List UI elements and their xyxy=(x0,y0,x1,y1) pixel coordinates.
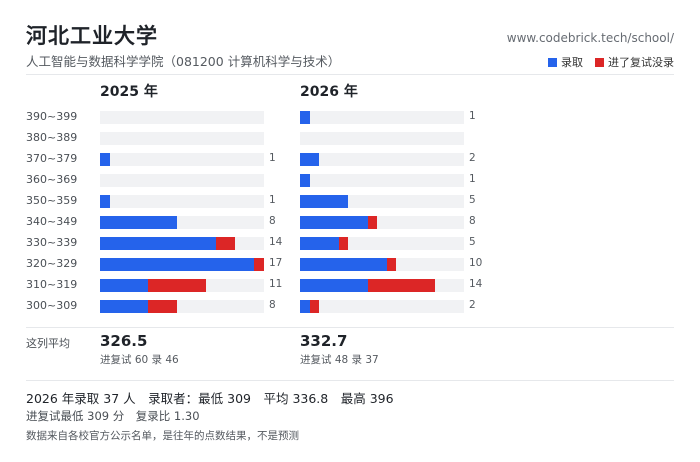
not-admitted-bar[interactable] xyxy=(367,279,436,292)
bar-total-label: 8 xyxy=(469,215,476,227)
average-2025-value: 326.5 xyxy=(100,332,148,350)
bar-track xyxy=(100,132,264,145)
bar-track xyxy=(300,111,464,124)
score-range-label: 340~349 xyxy=(26,215,78,228)
not-admitted-bar[interactable] xyxy=(215,237,236,250)
bar-total-label: 2 xyxy=(469,299,476,311)
bar-total-label: 1 xyxy=(269,152,276,164)
not-admitted-bar[interactable] xyxy=(254,258,264,271)
admitted-bar[interactable] xyxy=(100,237,216,250)
divider-top xyxy=(26,74,674,75)
not-admitted-bar[interactable] xyxy=(367,216,378,229)
admitted-bar[interactable] xyxy=(300,258,387,271)
bar-track xyxy=(100,216,264,229)
bar-track xyxy=(100,153,264,166)
bar-total-label: 8 xyxy=(269,215,276,227)
bar-track xyxy=(300,279,464,292)
admitted-bar[interactable] xyxy=(300,153,320,166)
admitted-bar[interactable] xyxy=(300,111,310,124)
admitted-bar[interactable] xyxy=(300,279,368,292)
bar-total-label: 10 xyxy=(469,257,483,269)
bar-total-label: 11 xyxy=(269,278,283,290)
summary-line-1: 2026 年录取 37 人 录取者：最低 309 平均 336.8 最高 396 xyxy=(26,391,394,406)
bar-track xyxy=(300,300,464,313)
bar-track xyxy=(100,111,264,124)
admitted-bar[interactable] xyxy=(300,300,310,313)
legend-admitted-label: 录取 xyxy=(561,56,583,69)
bar-track xyxy=(300,132,464,145)
admitted-bar[interactable] xyxy=(300,237,339,250)
divider-mid xyxy=(26,327,674,328)
admitted-bar[interactable] xyxy=(100,153,110,166)
bar-track xyxy=(300,195,464,208)
bar-total-label: 14 xyxy=(269,236,283,248)
bar-total-label: 1 xyxy=(269,194,276,206)
admitted-bar[interactable] xyxy=(100,258,255,271)
bar-track xyxy=(100,258,264,271)
bar-track xyxy=(100,195,264,208)
panel-2025-title: 2025 年 xyxy=(100,84,158,100)
bar-total-label: 8 xyxy=(269,299,276,311)
score-range-label: 300~309 xyxy=(26,299,78,312)
bar-track xyxy=(300,216,464,229)
average-label: 这列平均 xyxy=(26,337,70,350)
admitted-bar[interactable] xyxy=(100,216,178,229)
score-range-label: 330~339 xyxy=(26,236,78,249)
not-admitted-bar[interactable] xyxy=(309,300,320,313)
admitted-bar[interactable] xyxy=(100,279,149,292)
score-range-label: 380~389 xyxy=(26,131,78,144)
legend: 录取 进了复试没录 xyxy=(540,54,674,70)
data-source-note: 数据来自各校官方公示名单，是往年的点数结果，不是预测 xyxy=(26,430,299,442)
bar-track xyxy=(300,237,464,250)
legend-not-admitted-swatch xyxy=(595,57,604,67)
panel-2026-title: 2026 年 xyxy=(300,84,358,100)
score-range-label: 390~399 xyxy=(26,110,78,123)
score-range-label: 320~329 xyxy=(26,257,78,270)
not-admitted-bar[interactable] xyxy=(148,300,178,313)
bar-total-label: 1 xyxy=(469,173,476,185)
bar-total-label: 1 xyxy=(469,110,476,122)
average-2025-detail: 进复试 60 录 46 xyxy=(100,354,179,366)
admitted-bar[interactable] xyxy=(100,195,110,208)
admitted-bar[interactable] xyxy=(300,216,368,229)
bar-track xyxy=(100,300,264,313)
score-range-label: 310~319 xyxy=(26,278,78,291)
bar-track xyxy=(300,258,464,271)
score-range-label: 350~359 xyxy=(26,194,78,207)
site-link[interactable]: www.codebrick.tech/school/ xyxy=(506,31,674,45)
admitted-bar[interactable] xyxy=(100,300,149,313)
divider-bottom xyxy=(26,380,674,381)
average-2026-value: 332.7 xyxy=(300,332,348,350)
bar-track xyxy=(300,174,464,187)
bar-track xyxy=(100,279,264,292)
bar-total-label: 14 xyxy=(469,278,483,290)
summary-line-2: 进复试最低 309 分 复录比 1.30 xyxy=(26,409,200,423)
not-admitted-bar[interactable] xyxy=(148,279,207,292)
not-admitted-bar[interactable] xyxy=(338,237,349,250)
score-range-label: 370~379 xyxy=(26,152,78,165)
bar-total-label: 17 xyxy=(269,257,283,269)
university-name: 河北工业大学 xyxy=(26,24,158,48)
bar-total-label: 5 xyxy=(469,194,476,206)
program-subtitle: 人工智能与数据科学学院（081200 计算机科学与技术） xyxy=(26,54,341,69)
score-range-label: 360~369 xyxy=(26,173,78,186)
legend-admitted-swatch xyxy=(548,57,557,67)
bar-track xyxy=(300,153,464,166)
legend-not-admitted-label: 进了复试没录 xyxy=(608,56,674,69)
bar-total-label: 2 xyxy=(469,152,476,164)
admitted-bar[interactable] xyxy=(300,195,349,208)
bar-track xyxy=(100,174,264,187)
bar-total-label: 5 xyxy=(469,236,476,248)
not-admitted-bar[interactable] xyxy=(386,258,397,271)
bar-track xyxy=(100,237,264,250)
average-2026-detail: 进复试 48 录 37 xyxy=(300,354,379,366)
admitted-bar[interactable] xyxy=(300,174,310,187)
